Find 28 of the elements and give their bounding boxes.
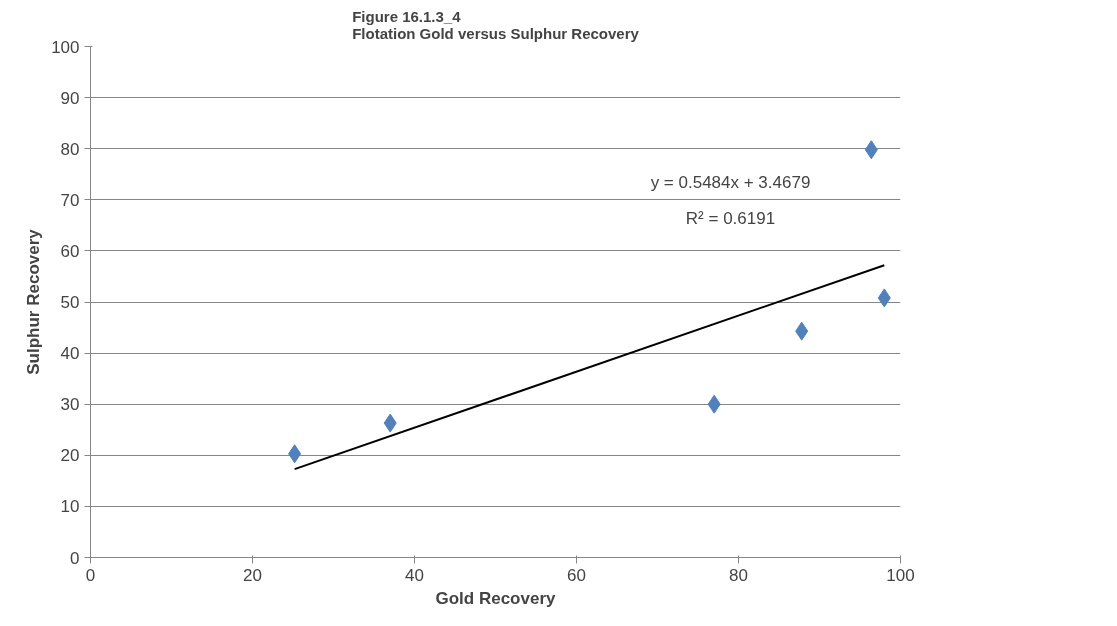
point xyxy=(864,140,878,160)
y-tick-label: 20 xyxy=(60,446,80,466)
y-tick-label: 80 xyxy=(60,139,80,159)
y-tick-label: 100 xyxy=(51,37,80,57)
x-axis-title: Gold Recovery xyxy=(435,588,557,608)
annotation: y = 0.5484x + 3.4679 xyxy=(650,173,811,192)
y-tick-label: 70 xyxy=(60,190,80,210)
chart-title: Figure 16.1.3_4 Flotation Gold versus Sulphur Recovery xyxy=(352,7,640,42)
point xyxy=(288,444,302,464)
y-tick-label: 30 xyxy=(60,395,80,415)
point xyxy=(383,413,397,433)
x-tick-label: 0 xyxy=(85,565,96,585)
y-tick-label: 10 xyxy=(60,497,80,517)
y-tick-label: 40 xyxy=(60,344,80,364)
x-tick-label: 100 xyxy=(886,565,915,585)
y-axis-title: Sulphur Recovery xyxy=(24,228,44,375)
point xyxy=(707,394,721,414)
x-tick-label: 60 xyxy=(567,565,586,585)
annotation: R² = 0.6191 xyxy=(685,209,776,228)
point xyxy=(795,321,809,341)
y-tick-label: 90 xyxy=(60,88,80,108)
x-tick-label: 20 xyxy=(243,565,262,585)
point xyxy=(877,288,891,308)
y-tick-label: 60 xyxy=(60,241,80,261)
x-tick-label: 40 xyxy=(405,565,424,585)
y-tick-label: 0 xyxy=(70,548,80,568)
y-tick-label: 50 xyxy=(60,293,80,312)
x-tick-label: 80 xyxy=(729,565,748,585)
